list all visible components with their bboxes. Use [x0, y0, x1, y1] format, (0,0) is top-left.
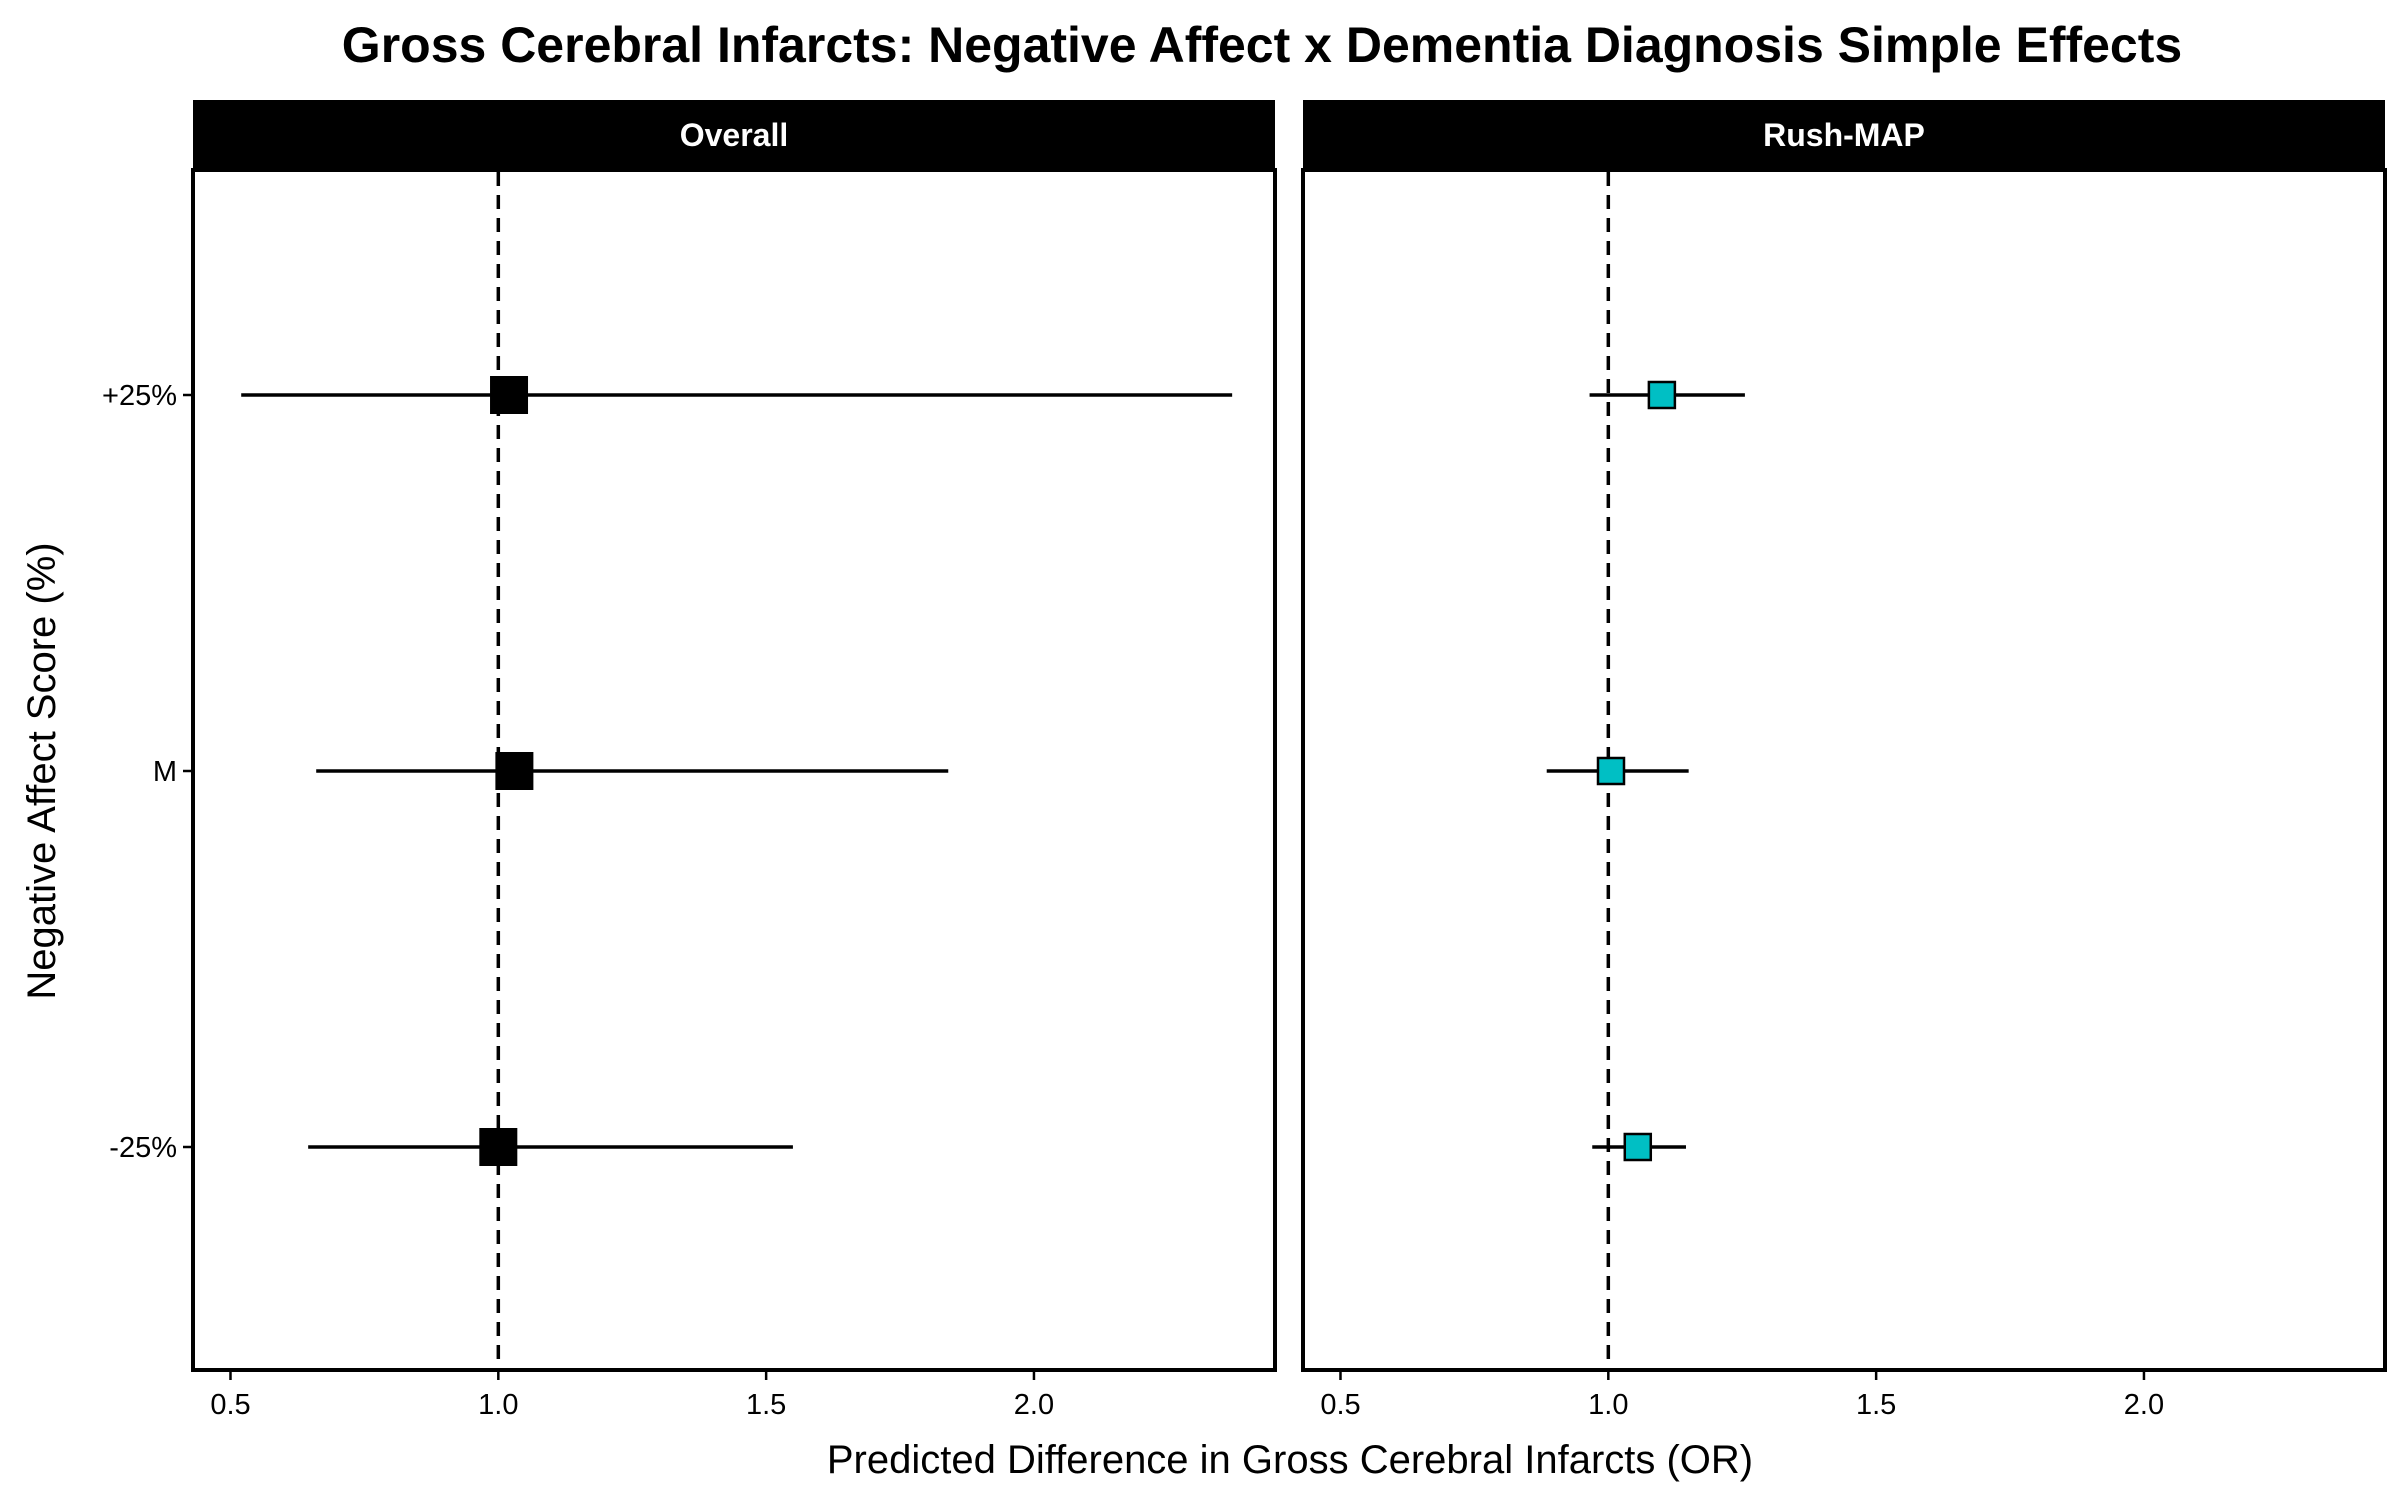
- y-tick-label: -25%: [109, 1132, 177, 1164]
- strip-header: [1303, 100, 2385, 170]
- point-marker: [490, 376, 529, 414]
- x-axis-title: Predicted Difference in Gross Cerebral I…: [827, 1438, 1753, 1482]
- x-tick-label: 1.5: [746, 1389, 786, 1421]
- x-tick-label: 1.0: [1588, 1389, 1628, 1421]
- x-tick-label: 2.0: [1014, 1389, 1054, 1421]
- x-tick-label: 2.0: [2124, 1389, 2164, 1421]
- x-tick-label: 1.0: [478, 1389, 518, 1421]
- chart-title: Gross Cerebral Infarcts: Negative Affect…: [342, 17, 2182, 73]
- point-marker: [479, 1128, 518, 1166]
- point-marker: [1647, 380, 1677, 410]
- point-marker: [495, 752, 534, 790]
- x-tick-label: 1.5: [1856, 1389, 1896, 1421]
- x-tick-label: 0.5: [1320, 1389, 1360, 1421]
- point-marker: [1596, 756, 1626, 786]
- strip-label: Overall: [680, 117, 789, 153]
- panel-overall: Overall 0.5 1.0 1.5 2.0: [191, 100, 1277, 1421]
- strip-label: Rush-MAP: [1763, 117, 1925, 153]
- panel-border: [1301, 168, 2387, 1372]
- y-tick-label: +25%: [102, 380, 177, 412]
- y-tick-label: M: [153, 756, 177, 788]
- y-axis-title: Negative Affect Score (%): [20, 542, 64, 999]
- strip-header: [193, 100, 1275, 170]
- x-tick-label: 0.5: [210, 1389, 250, 1421]
- point-marker: [1623, 1132, 1653, 1162]
- panel-rush-map: Rush-MAP 0.5 1.0 1.5 2.0: [1301, 100, 2387, 1421]
- plot-area: Overall 0.5 1.0 1.5 2.0 Rush-MAP 0.5 1.0 1.5 2.0 +…: [102, 100, 2387, 1421]
